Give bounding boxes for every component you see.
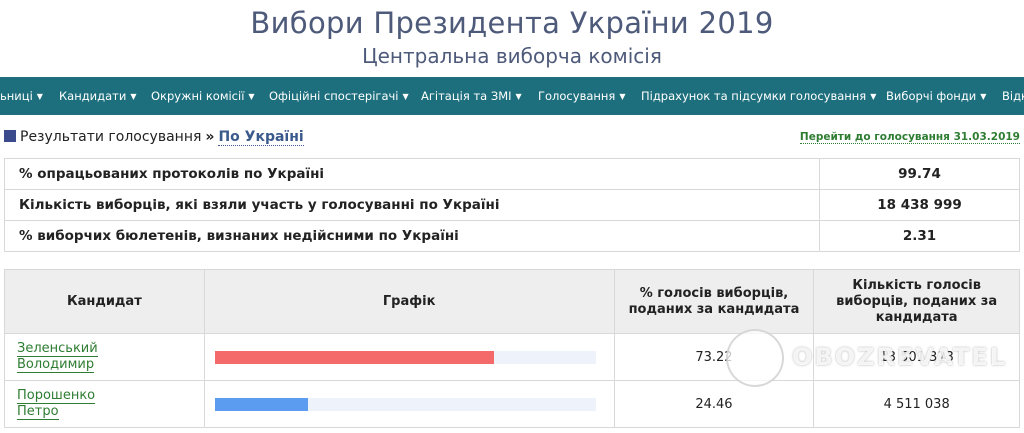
square-icon xyxy=(4,130,16,142)
nav-item-voting[interactable]: Голосування ▼ xyxy=(538,77,626,115)
summary-table: % опрацьованих протоколів по Україні 99.… xyxy=(4,158,1020,252)
chart-cell xyxy=(203,333,615,381)
nav-label: Виборчі фонди xyxy=(886,89,977,103)
caret-down-icon: ▼ xyxy=(870,92,877,101)
count-cell: 4 511 038 xyxy=(813,380,1020,428)
nav-label: Відк xyxy=(1002,89,1024,103)
percent-cell: 73.22 xyxy=(613,333,815,381)
vote-bar-track xyxy=(214,397,596,411)
nav-label: Голосування xyxy=(538,89,616,103)
column-header-count: Кількість голосів виборців, поданих за к… xyxy=(813,269,1020,334)
nav-label: Кандидати xyxy=(59,89,127,103)
nav-label: Окружні комісії xyxy=(151,89,245,103)
count-cell: 13 501 313 xyxy=(813,333,1020,381)
caret-down-icon: ▼ xyxy=(515,92,522,101)
summary-label: Кількість виборців, які взяли участь у г… xyxy=(4,189,820,221)
nav-item-polling-stations[interactable]: ьниці ▼ xyxy=(0,77,43,115)
nav-item-counting-results[interactable]: Підрахунок та підсумки голосування ▼ xyxy=(641,77,876,115)
candidate-link[interactable]: Порошенко xyxy=(17,388,96,404)
summary-label: % виборчих бюлетенів, визнаних недійсним… xyxy=(4,220,820,252)
main-navbar: ьниці ▼ Кандидати ▼ Окружні комісії ▼ Офіці… xyxy=(0,77,1024,115)
candidate-link[interactable]: Володимир xyxy=(17,357,95,373)
column-header-percent: % голосів виборців, поданих за кандидата xyxy=(613,269,815,334)
results-header-row: Кандидат Графік % голосів виборців, пода… xyxy=(4,269,1020,334)
candidate-link[interactable]: Петро xyxy=(17,404,59,420)
percent-cell: 24.46 xyxy=(613,380,815,428)
caret-down-icon: ▼ xyxy=(130,92,137,101)
summary-label: % опрацьованих протоколів по Україні xyxy=(4,158,820,190)
nav-label: ьниці xyxy=(0,89,33,103)
summary-value: 99.74 xyxy=(819,158,1020,190)
nav-label: Агітація та ЗМІ xyxy=(421,89,512,103)
summary-row: % опрацьованих протоколів по Україні 99.… xyxy=(4,158,1020,190)
breadcrumb-separator: » xyxy=(205,129,215,145)
summary-value: 18 438 999 xyxy=(819,189,1020,221)
caret-down-icon: ▼ xyxy=(402,92,409,101)
column-header-chart: Графік xyxy=(203,269,615,334)
caret-down-icon: ▼ xyxy=(980,92,987,101)
nav-item-election-funds[interactable]: Виборчі фонди ▼ xyxy=(886,77,986,115)
nav-item-more[interactable]: Відк xyxy=(1002,77,1024,115)
table-row: Порошенко Петро 24.46 4 511 038 xyxy=(4,380,1020,428)
summary-value: 2.31 xyxy=(819,220,1020,252)
page-subtitle: Центральна виборча комісія xyxy=(362,44,662,68)
chart-cell xyxy=(203,380,615,428)
summary-row: % виборчих бюлетенів, визнаних недійсним… xyxy=(4,220,1020,252)
caret-down-icon: ▼ xyxy=(619,92,626,101)
nav-item-observers[interactable]: Офіційні спостерігачі ▼ xyxy=(269,77,409,115)
table-row: Зеленський Володимир 73.22 13 501 313 xyxy=(4,333,1020,381)
nav-label: Офіційні спостерігачі xyxy=(269,89,399,103)
nav-label: Підрахунок та підсумки голосування xyxy=(641,89,867,103)
candidate-link[interactable]: Зеленський xyxy=(17,341,98,357)
candidate-cell: Зеленський Володимир xyxy=(4,333,205,381)
results-table: Кандидат Графік % голосів виборців, пода… xyxy=(4,269,1020,428)
column-header-candidate: Кандидат xyxy=(4,269,205,334)
nav-item-campaigning-media[interactable]: Агітація та ЗМІ ▼ xyxy=(421,77,522,115)
breadcrumb: Результати голосування» По Україні xyxy=(4,127,304,147)
vote-bar-track xyxy=(214,350,596,364)
nav-item-district-commissions[interactable]: Окружні комісії ▼ xyxy=(151,77,255,115)
nav-item-candidates[interactable]: Кандидати ▼ xyxy=(59,77,136,115)
summary-row: Кількість виборців, які взяли участь у г… xyxy=(4,189,1020,221)
candidate-cell: Порошенко Петро xyxy=(4,380,205,428)
breadcrumb-current[interactable]: По Україні xyxy=(218,129,304,146)
goto-first-round-link[interactable]: Перейти до голосування 31.03.2019 xyxy=(799,131,1020,144)
vote-bar xyxy=(214,350,494,364)
caret-down-icon: ▼ xyxy=(36,92,43,101)
page-title: Вибори Президента України 2019 xyxy=(250,6,774,40)
breadcrumb-section: Результати голосування xyxy=(20,129,202,145)
caret-down-icon: ▼ xyxy=(248,92,255,101)
site-header: Вибори Президента України 2019 Центральн… xyxy=(0,0,1024,77)
vote-bar xyxy=(214,397,308,411)
